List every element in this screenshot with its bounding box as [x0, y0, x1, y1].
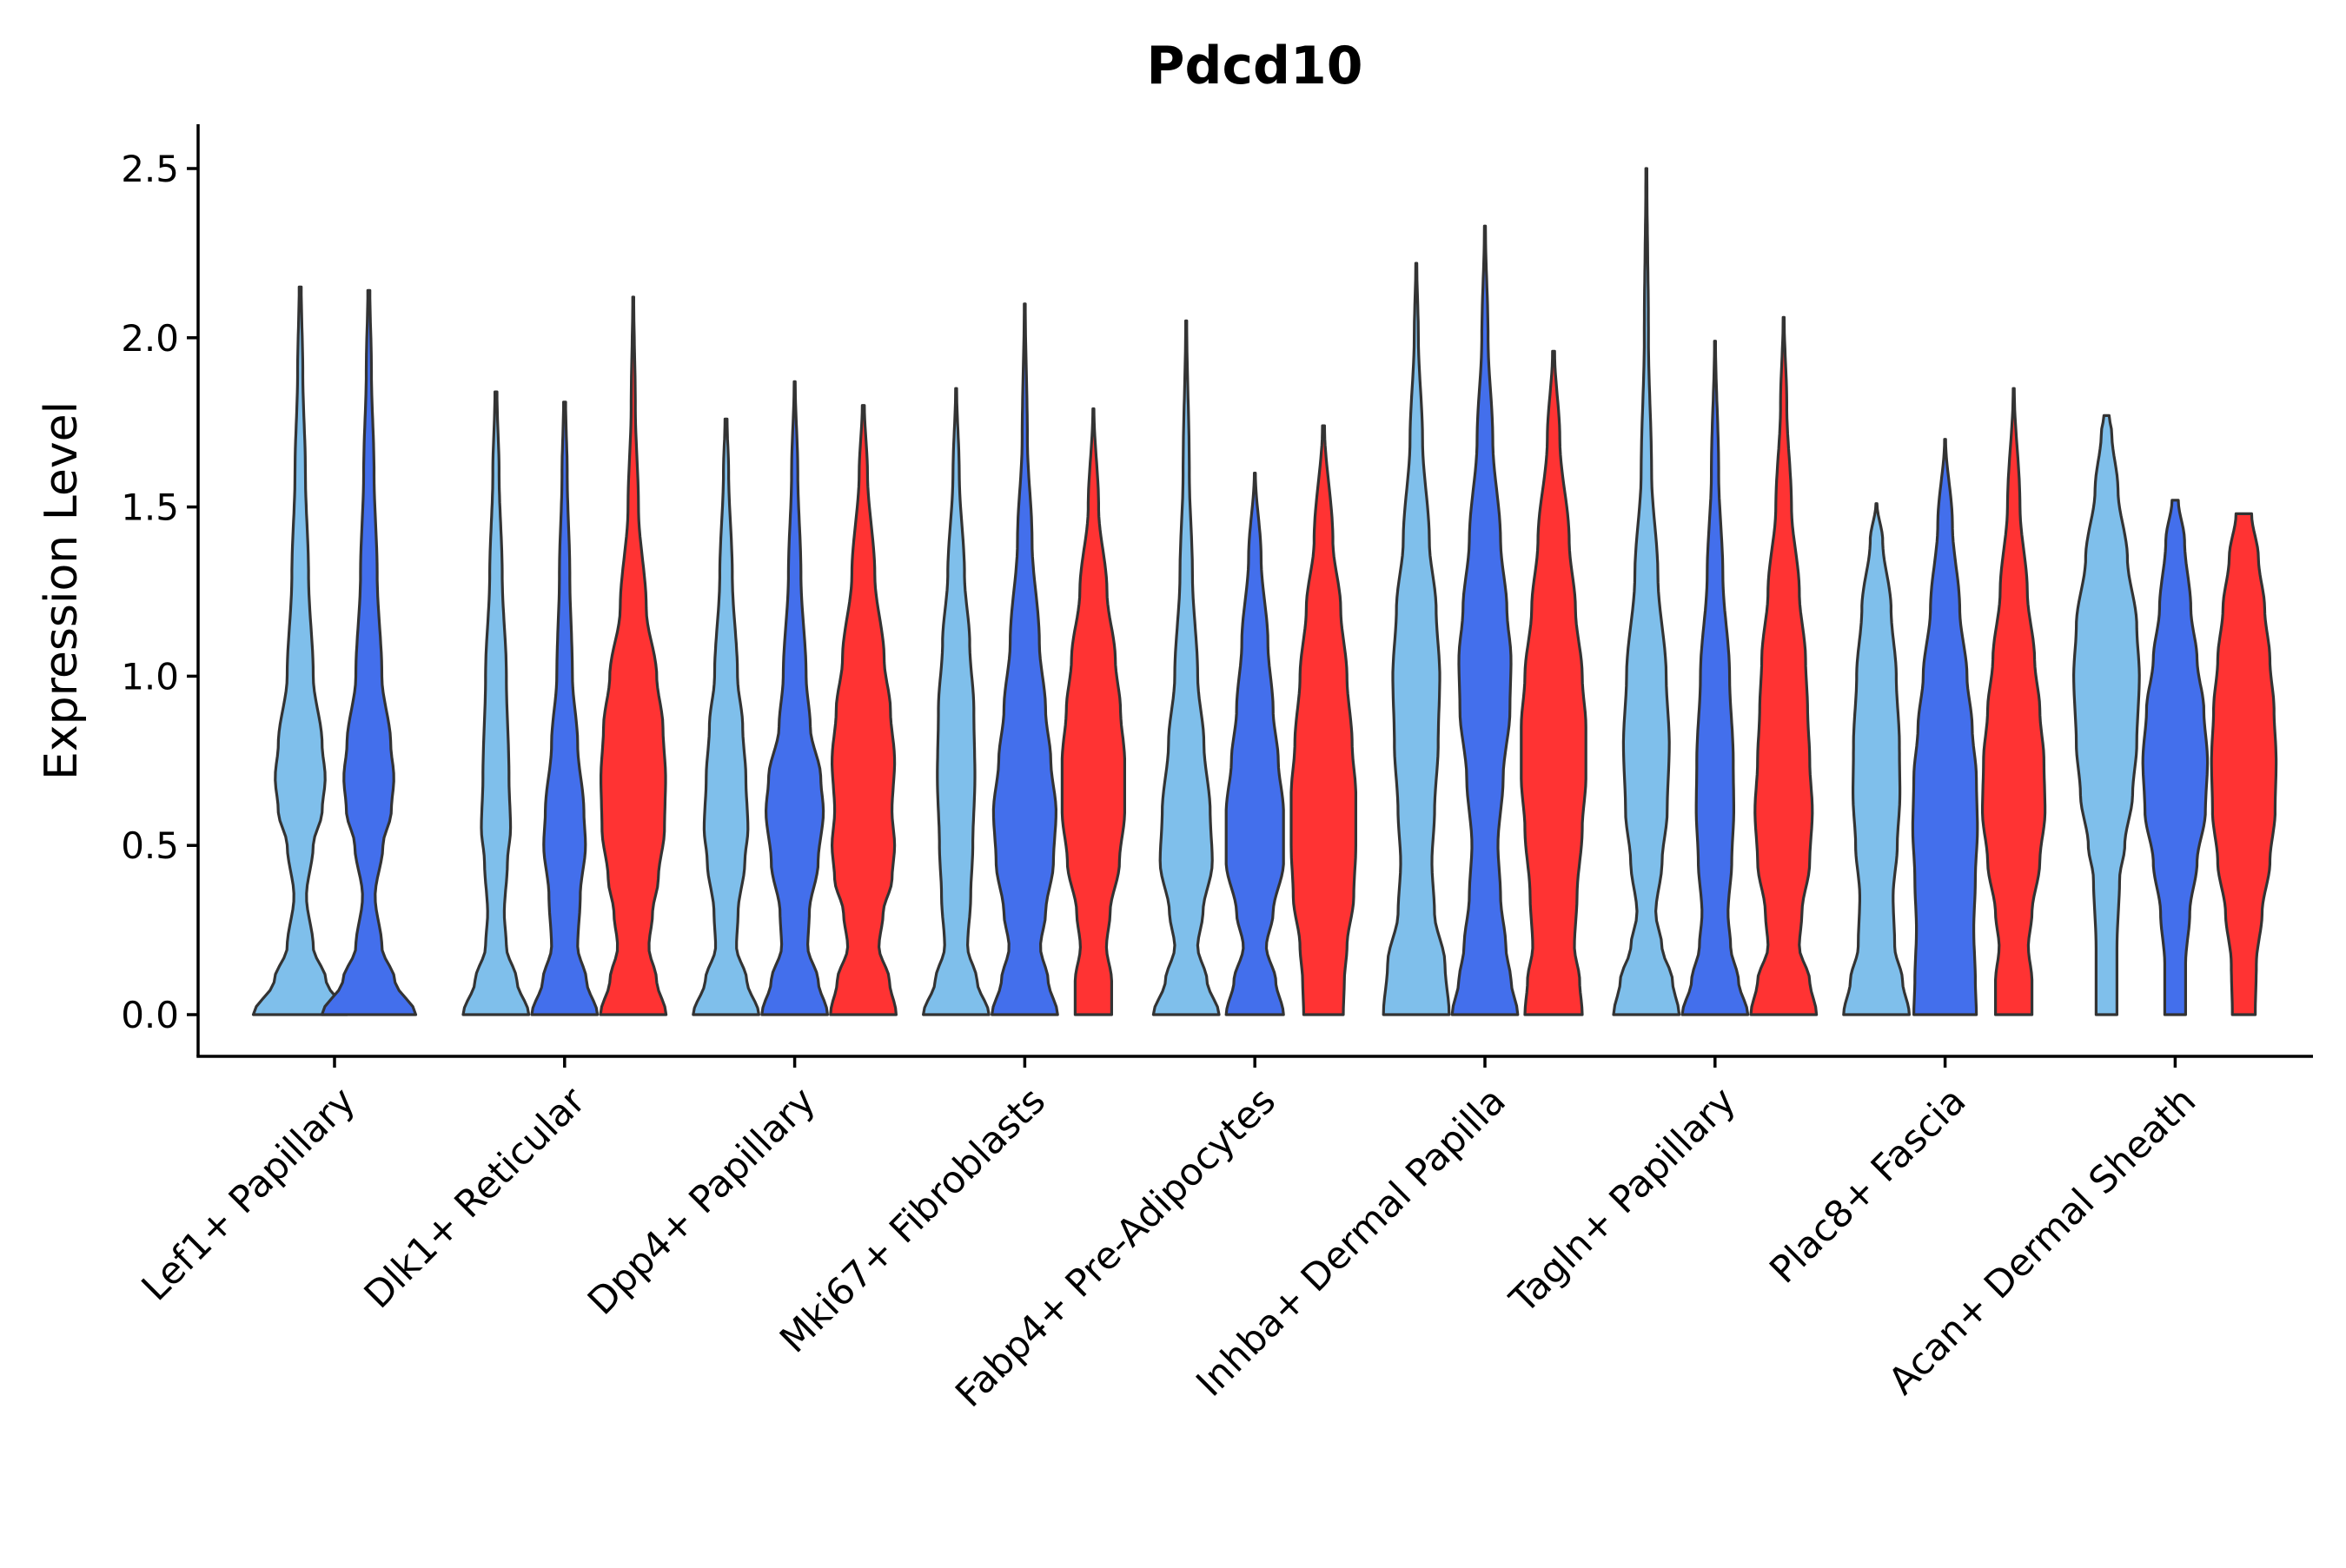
- violin-acan-dermal-sheath-blue: [2141, 499, 2210, 1016]
- violin-lef1-papillary-light: [251, 285, 349, 1016]
- y-tick-label: 2.0: [121, 317, 179, 360]
- violin-tagln-papillary-light: [1612, 167, 1681, 1016]
- violin-inhba-dermal-papilla-red: [1520, 349, 1587, 1016]
- y-tick-label: 1.0: [121, 655, 179, 698]
- violin-inhba-dermal-papilla-blue: [1450, 224, 1520, 1016]
- x-tick-label: Lef1+ Papillary: [134, 1079, 364, 1309]
- violin-dlk1-reticular-light: [461, 390, 531, 1016]
- violin-fabp4-pre-adipocytes-red: [1289, 424, 1357, 1016]
- violin-plac8-fascia-light: [1842, 502, 1911, 1016]
- y-tick-label: 1.5: [121, 486, 179, 529]
- violin-inhba-dermal-papilla-light: [1382, 261, 1451, 1016]
- violin-dlk1-reticular-red: [599, 295, 668, 1016]
- violin-plac8-fascia-blue: [1911, 438, 1979, 1016]
- violin-acan-dermal-sheath-light: [2072, 414, 2141, 1016]
- y-tick-label: 2.5: [121, 148, 179, 190]
- violin-mki67-fibroblasts-red: [1060, 407, 1126, 1016]
- violin-dpp4-papillary-red: [829, 404, 898, 1016]
- violin-fabp4-pre-adipocytes-blue: [1224, 472, 1285, 1016]
- x-tick-label: Plac8+ Fascia: [1761, 1079, 1974, 1292]
- x-tick-label: Dlk1+ Reticular: [356, 1079, 594, 1317]
- violin-tagln-papillary-red: [1749, 315, 1819, 1016]
- violin-fabp4-pre-adipocytes-light: [1151, 319, 1221, 1016]
- violin-dpp4-papillary-blue: [760, 380, 829, 1016]
- x-tick-label: Tagln+ Papillary: [1501, 1079, 1745, 1322]
- violin-dpp4-papillary-light: [692, 417, 760, 1016]
- x-tick-label: Mki67+ Fibroblasts: [772, 1079, 1054, 1361]
- violin-acan-dermal-sheath-red: [2210, 512, 2278, 1016]
- violin-plac8-fascia-red: [1981, 387, 2047, 1016]
- violin-tagln-papillary-blue: [1680, 340, 1750, 1016]
- chart-title: Pdcd10: [1147, 36, 1363, 96]
- violin-mki67-fibroblasts-light: [922, 387, 991, 1016]
- y-tick-label: 0.5: [121, 824, 179, 867]
- y-tick-label: 0.0: [121, 994, 179, 1036]
- x-tick-label: Dpp4+ Papillary: [580, 1079, 824, 1323]
- y-axis-label: Expression Level: [36, 401, 88, 780]
- violin-mki67-fibroblasts-blue: [991, 302, 1059, 1016]
- violin-lef1-papillary-blue: [320, 288, 418, 1016]
- violin-dlk1-reticular-blue: [530, 400, 600, 1016]
